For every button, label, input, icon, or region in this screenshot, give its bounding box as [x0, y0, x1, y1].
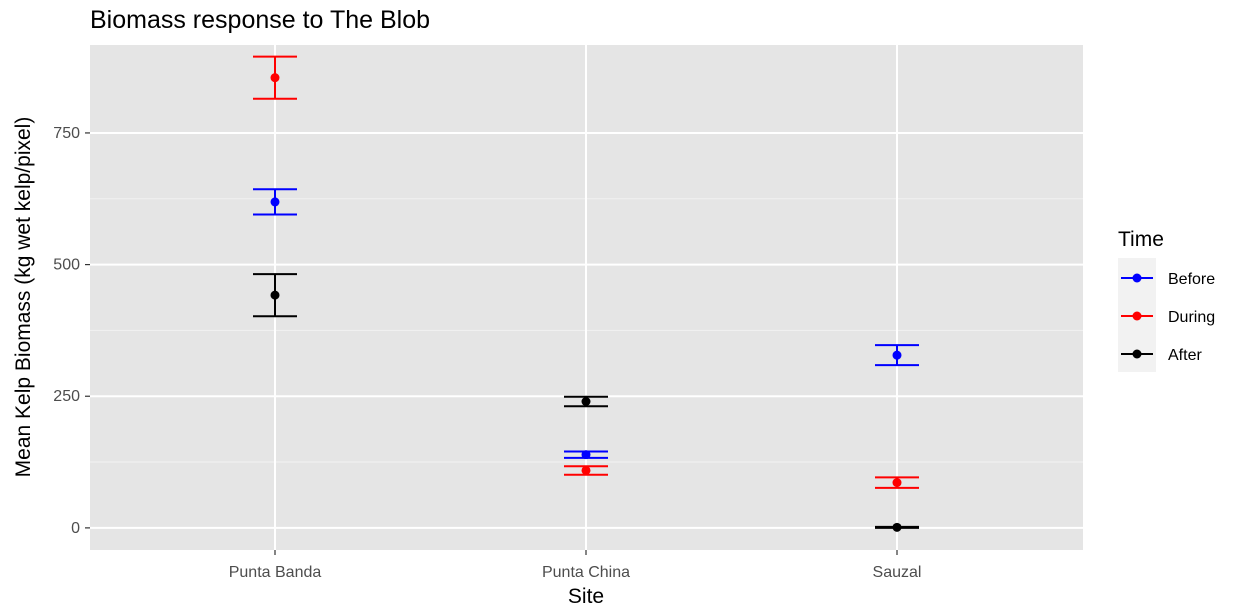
y-tick-label: 500: [53, 257, 80, 274]
y-tick-label: 0: [71, 520, 80, 537]
y-tick-label: 250: [53, 388, 80, 405]
data-point: [582, 450, 591, 459]
x-tick-label: Sauzal: [873, 564, 922, 581]
x-tick-label: Punta Banda: [229, 564, 322, 581]
legend-label: During: [1168, 309, 1215, 326]
x-axis-title: Site: [568, 585, 604, 608]
legend-label: Before: [1168, 271, 1215, 288]
data-point: [271, 73, 280, 82]
data-point: [582, 397, 591, 406]
legend-label: After: [1168, 347, 1202, 364]
data-point: [582, 466, 591, 475]
data-point: [893, 523, 902, 532]
data-point: [271, 291, 280, 300]
legend-key-point: [1133, 274, 1142, 283]
legend: Time Before During After: [1118, 228, 1215, 372]
chart-title: Biomass response to The Blob: [90, 6, 430, 34]
data-point: [271, 197, 280, 206]
legend-key-point: [1133, 312, 1142, 321]
y-tick-label: 750: [53, 125, 80, 142]
data-point: [893, 351, 902, 360]
data-point: [893, 478, 902, 487]
legend-title: Time: [1118, 228, 1164, 251]
y-axis-title: Mean Kelp Biomass (kg wet kelp/pixel): [12, 117, 35, 478]
legend-key-point: [1133, 350, 1142, 359]
x-tick-label: Punta China: [542, 564, 630, 581]
